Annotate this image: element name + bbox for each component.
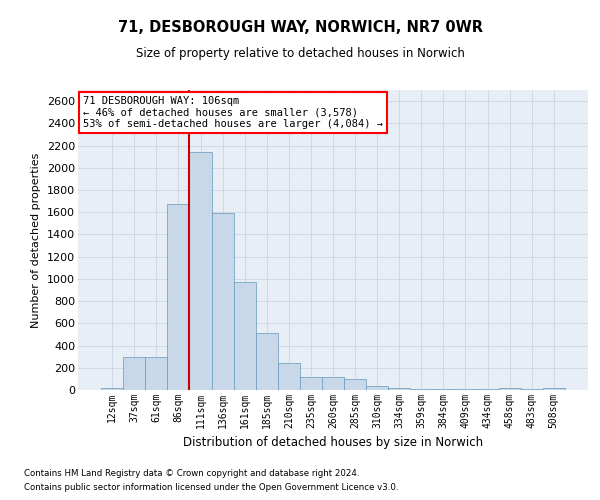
X-axis label: Distribution of detached houses by size in Norwich: Distribution of detached houses by size …: [183, 436, 483, 450]
Bar: [256, 334, 278, 390]
Bar: [145, 356, 167, 390]
Bar: [499, 388, 521, 390]
Bar: [278, 363, 300, 390]
Text: Contains HM Land Registry data © Crown copyright and database right 2024.: Contains HM Land Registry data © Crown c…: [24, 468, 359, 477]
Bar: [123, 357, 145, 390]
Bar: [190, 152, 212, 390]
Text: Size of property relative to detached houses in Norwich: Size of property relative to detached ho…: [136, 48, 464, 60]
Bar: [212, 214, 233, 390]
Bar: [543, 388, 565, 390]
Bar: [322, 377, 344, 390]
Bar: [410, 389, 433, 390]
Bar: [101, 388, 123, 390]
Text: Contains public sector information licensed under the Open Government Licence v3: Contains public sector information licen…: [24, 484, 398, 492]
Bar: [233, 282, 256, 390]
Text: 71, DESBOROUGH WAY, NORWICH, NR7 0WR: 71, DESBOROUGH WAY, NORWICH, NR7 0WR: [118, 20, 482, 35]
Bar: [433, 389, 454, 390]
Bar: [167, 204, 190, 390]
Bar: [388, 388, 410, 390]
Text: 71 DESBOROUGH WAY: 106sqm
← 46% of detached houses are smaller (3,578)
53% of se: 71 DESBOROUGH WAY: 106sqm ← 46% of detac…: [83, 96, 383, 129]
Bar: [366, 386, 388, 390]
Bar: [344, 380, 366, 390]
Bar: [300, 376, 322, 390]
Y-axis label: Number of detached properties: Number of detached properties: [31, 152, 41, 328]
